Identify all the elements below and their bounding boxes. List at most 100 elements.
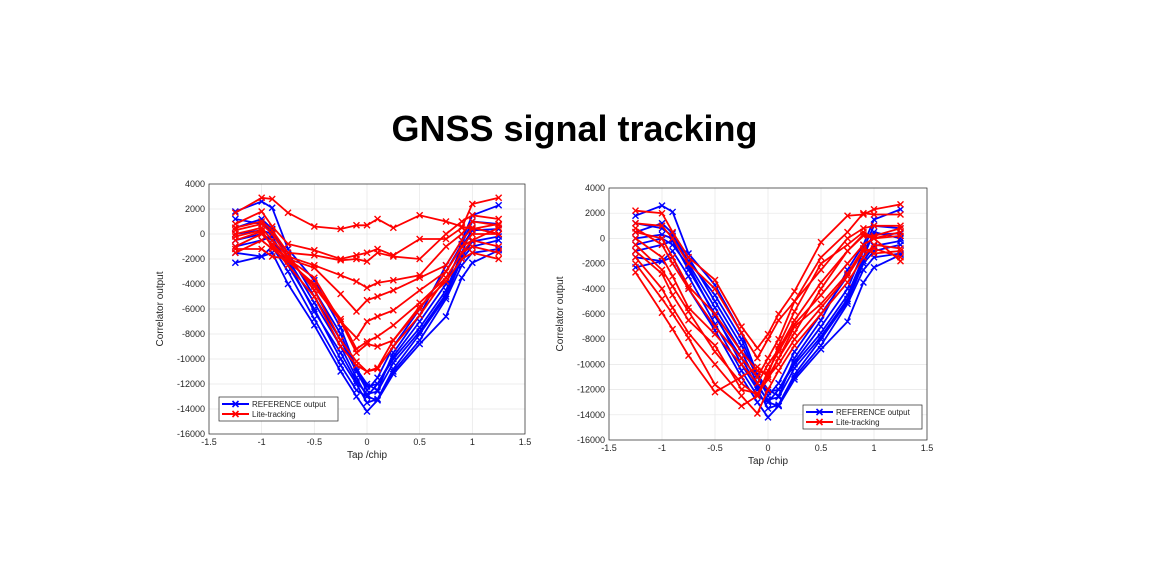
- data-point-marker: [711, 313, 719, 321]
- data-point-marker: [458, 274, 466, 282]
- data-point-marker: [468, 230, 476, 238]
- legend-swatch-marker: [231, 400, 240, 408]
- data-point-marker: [817, 310, 825, 318]
- x-tick-label: 0: [364, 437, 369, 447]
- data-point-marker: [685, 282, 692, 290]
- data-point-marker: [669, 304, 677, 312]
- data-point-marker: [711, 297, 719, 305]
- data-point-marker: [352, 368, 360, 375]
- lite-tracking-series: [632, 200, 904, 352]
- data-point-marker: [468, 249, 476, 257]
- data-point-marker: [231, 233, 239, 240]
- data-point-marker: [284, 253, 292, 260]
- data-point-marker: [791, 342, 798, 349]
- data-point-marker: [775, 310, 783, 318]
- legend-entry-label: REFERENCE output: [252, 400, 327, 409]
- data-point-marker: [416, 255, 424, 263]
- legend-swatch-marker: [231, 410, 240, 418]
- data-point-marker: [416, 336, 424, 344]
- data-point-marker: [669, 234, 677, 242]
- data-point-marker: [284, 240, 292, 248]
- x-axis-label: Tap /chip: [347, 450, 387, 461]
- data-point-marker: [337, 256, 345, 264]
- data-point-marker: [658, 222, 666, 230]
- data-point-marker: [389, 368, 397, 375]
- data-point-marker: [844, 270, 851, 278]
- data-point-marker: [374, 279, 382, 287]
- data-point-marker: [416, 328, 424, 335]
- data-point-marker: [685, 316, 692, 324]
- data-point-marker: [870, 241, 878, 249]
- y-tick-label: -14000: [177, 404, 205, 414]
- data-point-marker: [284, 255, 292, 263]
- data-point-marker: [389, 359, 397, 367]
- y-axis-label: Correlator output: [155, 271, 166, 346]
- data-point-marker: [363, 340, 371, 348]
- data-point-marker: [658, 295, 666, 303]
- data-point-marker: [711, 360, 719, 368]
- data-point-marker: [310, 286, 318, 294]
- data-point-marker: [363, 249, 371, 257]
- x-tick-label: 1: [470, 437, 475, 447]
- data-point-marker: [753, 379, 761, 387]
- data-point-marker: [231, 209, 239, 217]
- data-point-marker: [844, 241, 851, 249]
- data-point-marker: [352, 358, 360, 365]
- data-point-marker: [258, 253, 266, 260]
- y-tick-label: -4000: [582, 284, 605, 294]
- data-point-marker: [817, 279, 825, 286]
- data-point-marker: [685, 262, 692, 270]
- data-point-marker: [764, 376, 772, 384]
- data-point-marker: [284, 209, 292, 217]
- legend-swatch-marker: [815, 408, 824, 416]
- legend-entry-label: REFERENCE output: [836, 408, 911, 417]
- legend-box: [218, 396, 339, 422]
- data-point-marker: [738, 329, 745, 337]
- data-point-marker: [791, 307, 798, 315]
- data-point-marker: [764, 413, 772, 421]
- data-point-marker: [416, 318, 424, 325]
- data-point-marker: [416, 311, 424, 319]
- data-point-marker: [738, 360, 745, 368]
- data-point-marker: [389, 253, 397, 260]
- data-point-marker: [374, 365, 382, 373]
- data-point-marker: [897, 247, 904, 255]
- data-point-marker: [389, 276, 397, 284]
- data-point-marker: [764, 396, 772, 404]
- data-point-marker: [685, 260, 692, 268]
- data-point-marker: [817, 342, 825, 349]
- data-point-marker: [738, 348, 745, 356]
- data-point-marker: [268, 253, 276, 260]
- data-point-marker: [352, 386, 360, 394]
- data-point-marker: [442, 274, 450, 282]
- data-point-marker: [685, 352, 692, 360]
- data-point-marker: [711, 388, 719, 396]
- data-point-marker: [711, 310, 719, 318]
- data-point-marker: [352, 308, 360, 315]
- data-point-marker: [711, 342, 719, 349]
- data-point-marker: [389, 353, 397, 360]
- data-point-marker: [859, 244, 867, 252]
- data-point-marker: [468, 236, 476, 244]
- y-tick-label: -12000: [177, 379, 205, 389]
- data-point-marker: [268, 195, 276, 203]
- data-point-marker: [468, 218, 476, 225]
- data-point-marker: [685, 304, 692, 312]
- data-point-marker: [685, 285, 692, 293]
- data-point-marker: [817, 291, 825, 299]
- data-point-marker: [352, 255, 360, 263]
- x-tick-label: 0: [765, 443, 770, 453]
- data-point-marker: [468, 200, 476, 208]
- data-point-marker: [363, 368, 371, 375]
- data-point-marker: [389, 321, 397, 329]
- data-point-marker: [775, 402, 783, 410]
- data-point-marker: [791, 323, 798, 331]
- data-point-marker: [753, 367, 761, 375]
- data-point-marker: [374, 249, 382, 257]
- y-tick-label: 2000: [185, 204, 205, 214]
- data-point-marker: [658, 202, 666, 210]
- data-point-marker: [844, 247, 851, 255]
- data-point-marker: [753, 389, 761, 397]
- data-point-marker: [374, 333, 382, 340]
- data-point-marker: [791, 316, 798, 324]
